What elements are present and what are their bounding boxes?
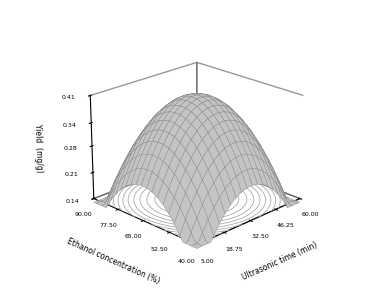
Y-axis label: Ethanol concentration (%): Ethanol concentration (%): [66, 236, 161, 285]
X-axis label: Ultrasonic time (min): Ultrasonic time (min): [241, 240, 319, 281]
